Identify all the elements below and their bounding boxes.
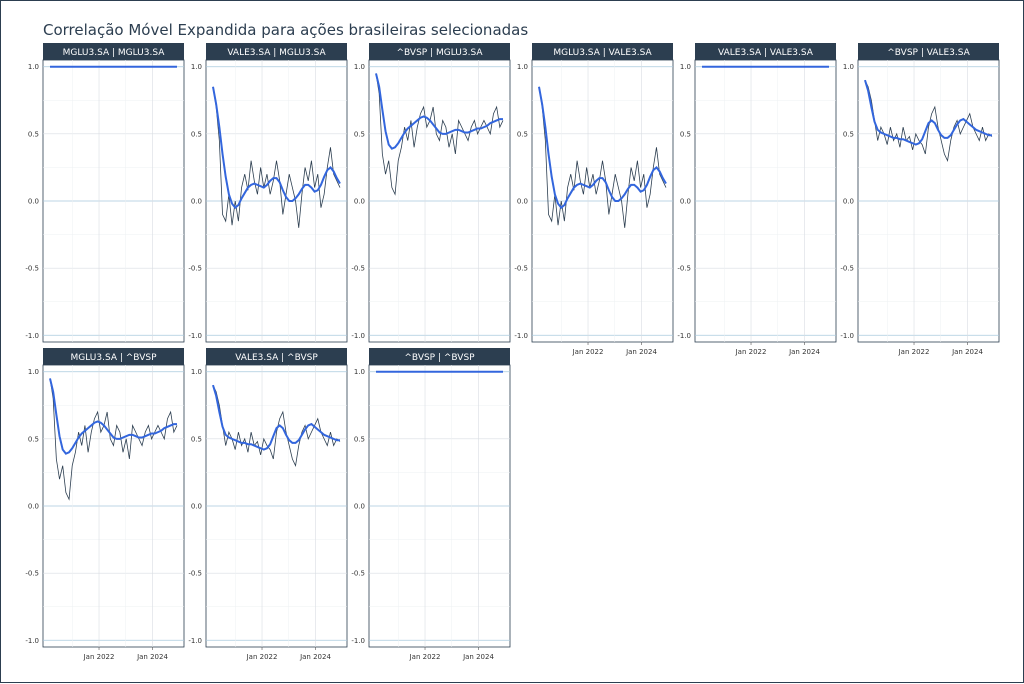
y-tick-label: 1.0 [680, 63, 691, 71]
y-tick-label: -1.0 [514, 332, 528, 340]
rolling-correlation-line [538, 86, 667, 228]
facet-strip [695, 43, 836, 60]
y-tick-label: -1.0 [25, 332, 39, 340]
facet-panel-7: MGLU3.SA | ^BVSP 1.0 0.5 0.0 -0.5 -1.0 Jan 202… [25, 348, 185, 661]
rolling-correlation-line [864, 79, 993, 163]
y-tick-label: 0.5 [354, 435, 365, 443]
facet-strip [43, 348, 184, 365]
rolling-correlation-line [212, 384, 341, 468]
y-tick-label: 0.5 [354, 130, 365, 138]
smoothed-trend-line [212, 86, 341, 210]
x-tick-label: Jan 2024 [951, 348, 983, 356]
facet-panel-9: ^BVSP | ^BVSP 1.0 0.5 0.0 -0.5 -1.0 Jan 2022 Ja… [351, 348, 511, 661]
y-tick-label: -1.0 [677, 332, 691, 340]
y-tick-label: -1.0 [351, 332, 365, 340]
y-tick-label: -0.5 [840, 265, 854, 273]
y-tick-label: 0.0 [191, 198, 202, 206]
y-tick-label: -0.5 [351, 265, 365, 273]
facet-strip-label: VALE3.SA | MGLU3.SA [227, 48, 326, 58]
facet-strip-label: ^BVSP | ^BVSP [404, 353, 475, 363]
x-tick-label: Jan 2022 [735, 348, 767, 356]
y-tick-label: 0.0 [843, 198, 854, 206]
facet-panel-3: ^BVSP | MGLU3.SA 1.0 0.5 0.0 -0.5 -1.0 [351, 43, 511, 343]
y-tick-label: -0.5 [188, 265, 202, 273]
y-tick-label: 1.0 [191, 63, 202, 71]
facet-panel-5: VALE3.SA | VALE3.SA 1.0 0.5 0.0 -0.5 -1.0 Jan … [677, 43, 837, 356]
y-tick-label: 0.5 [843, 130, 854, 138]
y-tick-label: -1.0 [188, 332, 202, 340]
x-tick-label: Jan 2024 [462, 653, 494, 661]
y-tick-label: 0.0 [28, 198, 39, 206]
y-tick-label: -0.5 [677, 265, 691, 273]
facet-panel-6: ^BVSP | VALE3.SA 1.0 0.5 0.0 -0.5 -1.0 Jan 202… [840, 43, 1000, 356]
x-tick-label: Jan 2022 [898, 348, 930, 356]
facet-strip-label: ^BVSP | VALE3.SA [887, 48, 970, 58]
y-tick-label: 0.0 [354, 198, 365, 206]
y-tick-label: 0.0 [680, 198, 691, 206]
y-tick-label: 1.0 [517, 63, 528, 71]
y-tick-label: 0.5 [191, 130, 202, 138]
facet-panel-2: VALE3.SA | MGLU3.SA 1.0 0.5 0.0 -0.5 -1.0 [188, 43, 348, 343]
figure-title: Correlação Móvel Expandida para ações br… [43, 21, 529, 39]
y-tick-label: 1.0 [191, 368, 202, 376]
y-tick-label: -0.5 [188, 570, 202, 578]
x-tick-label: Jan 2024 [788, 348, 820, 356]
y-tick-label: 0.0 [28, 503, 39, 511]
facet-strip [858, 43, 999, 60]
facet-strip [206, 348, 347, 365]
facet-strip-label: MGLU3.SA | MGLU3.SA [63, 48, 166, 58]
facet-strip [43, 43, 184, 60]
x-tick-label: Jan 2024 [299, 653, 331, 661]
facet-panel-8: VALE3.SA | ^BVSP 1.0 0.5 0.0 -0.5 -1.0 Jan 202… [188, 348, 348, 661]
smoothed-trend-line [864, 79, 992, 146]
y-tick-label: -1.0 [840, 332, 854, 340]
y-tick-label: 0.5 [680, 130, 691, 138]
y-tick-label: 1.0 [354, 63, 365, 71]
y-tick-label: -1.0 [188, 637, 202, 645]
y-tick-label: 0.0 [517, 198, 528, 206]
x-tick-label: Jan 2024 [625, 348, 657, 356]
facet-strip-label: ^BVSP | MGLU3.SA [396, 48, 483, 58]
y-tick-label: 0.0 [191, 503, 202, 511]
smoothed-trend-line [375, 73, 503, 150]
rolling-correlation-line [212, 86, 341, 228]
facet-panel-1: MGLU3.SA | MGLU3.SA 1.0 0.5 0.0 -0.5 -1.0 [25, 43, 185, 343]
facet-strip [369, 43, 510, 60]
facet-strip-label: VALE3.SA | VALE3.SA [718, 48, 814, 58]
y-tick-label: 0.5 [517, 130, 528, 138]
x-tick-label: Jan 2022 [83, 653, 115, 661]
x-tick-label: Jan 2022 [409, 653, 441, 661]
y-tick-label: 1.0 [28, 368, 39, 376]
x-tick-label: Jan 2022 [572, 348, 604, 356]
facet-strip-label: MGLU3.SA | ^BVSP [70, 353, 157, 363]
facet-strip-label: VALE3.SA | ^BVSP [235, 353, 318, 363]
y-tick-label: -1.0 [351, 637, 365, 645]
facet-panel-4: MGLU3.SA | VALE3.SA 1.0 0.5 0.0 -0.5 -1.0 Jan … [514, 43, 674, 356]
y-tick-label: 1.0 [843, 63, 854, 71]
y-tick-label: -1.0 [25, 637, 39, 645]
smoothed-trend-line [49, 378, 177, 455]
x-tick-label: Jan 2024 [136, 653, 168, 661]
facet-strip [532, 43, 673, 60]
y-tick-label: -0.5 [514, 265, 528, 273]
y-tick-label: 1.0 [354, 368, 365, 376]
facet-strip-label: MGLU3.SA | VALE3.SA [553, 48, 652, 58]
y-tick-label: -0.5 [25, 570, 39, 578]
y-tick-label: -0.5 [351, 570, 365, 578]
rolling-correlation-line [375, 73, 504, 196]
facet-strip [206, 43, 347, 60]
facet-strip [369, 348, 510, 365]
y-tick-label: 0.5 [28, 435, 39, 443]
y-tick-label: 0.0 [354, 503, 365, 511]
y-tick-label: 0.5 [28, 130, 39, 138]
smoothed-trend-line [212, 384, 340, 451]
x-tick-label: Jan 2022 [246, 653, 278, 661]
y-tick-label: -0.5 [25, 265, 39, 273]
smoothed-trend-line [538, 86, 667, 210]
rolling-correlation-line [49, 378, 178, 501]
y-tick-label: 1.0 [28, 63, 39, 71]
y-tick-label: 0.5 [191, 435, 202, 443]
